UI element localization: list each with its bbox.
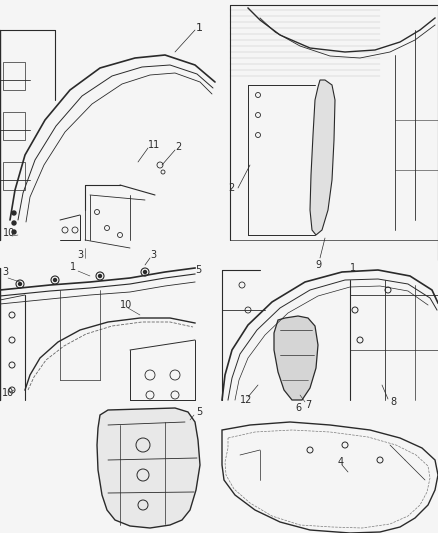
Text: 5: 5 (196, 407, 202, 417)
Text: 5: 5 (195, 265, 201, 275)
Text: 1: 1 (350, 263, 356, 273)
Text: 10: 10 (120, 300, 132, 310)
Circle shape (12, 211, 16, 215)
Text: 9: 9 (315, 260, 321, 270)
Polygon shape (97, 408, 200, 528)
Bar (3, 162, 25, 190)
Circle shape (12, 230, 16, 234)
Text: 2: 2 (228, 183, 234, 193)
Text: 2: 2 (175, 142, 181, 152)
Circle shape (18, 282, 21, 286)
Text: 3: 3 (77, 250, 83, 260)
Text: 3: 3 (2, 267, 8, 277)
Circle shape (12, 221, 16, 225)
Text: 1: 1 (70, 262, 76, 272)
Text: 7: 7 (305, 400, 311, 410)
Circle shape (99, 274, 102, 278)
Text: 11: 11 (148, 140, 160, 150)
Bar (3, 112, 25, 140)
Circle shape (53, 279, 57, 281)
Text: 10: 10 (3, 228, 15, 238)
Text: 3: 3 (150, 250, 156, 260)
Text: 1: 1 (196, 23, 203, 33)
Text: 12: 12 (240, 395, 252, 405)
Text: 10: 10 (2, 388, 14, 398)
Text: 6: 6 (295, 403, 301, 413)
Text: 4: 4 (338, 457, 344, 467)
Bar (3, 62, 25, 90)
Text: 8: 8 (390, 397, 396, 407)
Polygon shape (310, 80, 335, 235)
Circle shape (144, 271, 146, 273)
Polygon shape (274, 316, 318, 400)
